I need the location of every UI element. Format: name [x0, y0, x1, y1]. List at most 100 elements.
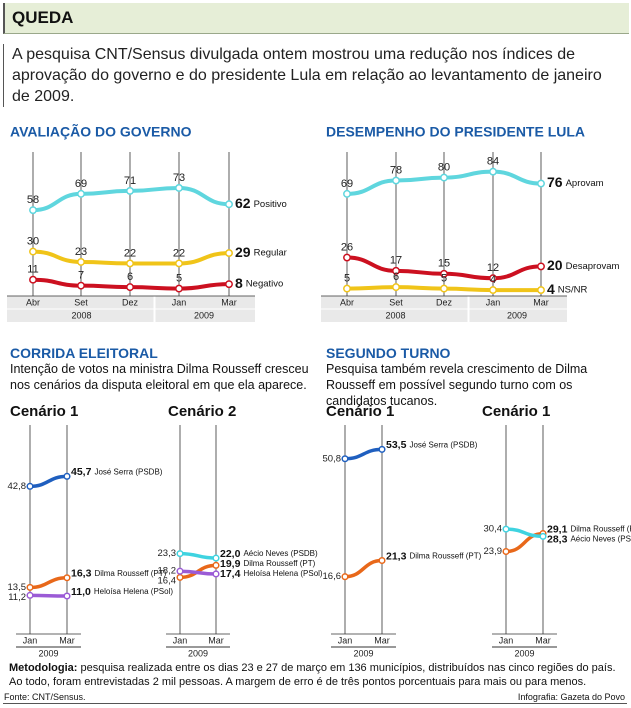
point [378, 445, 386, 453]
header-bar [3, 3, 629, 34]
year-label: 2009 [188, 648, 208, 658]
value-label: 45,7 [71, 466, 92, 478]
series-name: Negativo [246, 279, 284, 290]
value-label: 28,3 [547, 533, 568, 545]
x-tick-label: Dez [436, 297, 453, 307]
value-label: 50,8 [323, 453, 342, 464]
point [175, 259, 183, 268]
value-label: 23,3 [158, 548, 177, 559]
value-label: 8 [235, 275, 243, 291]
point [225, 249, 233, 258]
value-label: 23 [75, 246, 87, 258]
chart-title: DESEMPENHO DO PRESIDENTE LULA [326, 124, 585, 140]
year-label: 2009 [514, 648, 534, 658]
x-tick-label: Jan [499, 635, 514, 645]
point [26, 583, 34, 591]
intro-text: A pesquisa CNT/Sensus divulgada ontem mo… [3, 44, 622, 107]
value-label: 21,3 [386, 550, 407, 562]
year-label: 2008 [385, 310, 405, 320]
point [29, 275, 37, 284]
chart-title: AVALIAÇÃO DO GOVERNO [10, 123, 192, 140]
value-label: 23,9 [484, 546, 503, 557]
series-line [29, 593, 68, 598]
x-tick-label: Set [74, 297, 88, 307]
series-name: Regular [254, 248, 287, 259]
x-tick-label: Mar [535, 635, 551, 645]
value-label: 13,5 [8, 582, 27, 593]
value-label: 42,8 [8, 481, 27, 492]
value-label: 22,0 [220, 548, 241, 560]
series-name: Positivo [254, 199, 287, 210]
value-label: 76 [547, 174, 563, 190]
point [176, 567, 184, 575]
point [26, 482, 34, 490]
point [343, 189, 351, 198]
x-tick-label: Mar [533, 297, 549, 307]
point [26, 591, 34, 599]
value-label: 26 [341, 241, 353, 253]
x-tick-label: Mar [221, 297, 237, 307]
point [502, 525, 510, 533]
point [225, 280, 233, 289]
point [489, 286, 497, 295]
x-tick-label: Dez [122, 297, 139, 307]
methodology-label: Metodologia: [9, 662, 78, 674]
value-label: 29,1 [547, 523, 568, 535]
section-title: SEGUNDO TURNO [326, 345, 451, 361]
section-text: Intenção de votos na ministra Dilma Rous… [10, 362, 309, 392]
x-tick-label: Abr [26, 297, 40, 307]
x-tick-label: Jan [23, 635, 38, 645]
series-name: Dilma Rousseff (PT) [409, 552, 481, 561]
point [392, 176, 400, 185]
x-tick-label: Jan [338, 635, 353, 645]
value-label: 69 [75, 178, 87, 190]
series-name: José Serra (PSDB) [94, 467, 162, 476]
value-label: 30,4 [484, 524, 503, 535]
point [77, 258, 85, 266]
series-name: Aécio Neves (PSDB) [570, 535, 631, 544]
value-label: 16,3 [71, 568, 92, 580]
point [29, 206, 37, 215]
x-tick-label: Jan [486, 297, 501, 307]
point [63, 574, 71, 582]
point [440, 269, 448, 278]
series-name: Aécio Neves (PSDB) [243, 549, 318, 558]
value-label: 58 [27, 194, 39, 206]
value-label: 18,2 [158, 566, 177, 577]
value-label: 62 [235, 195, 251, 211]
value-label: 5 [176, 273, 182, 285]
point [212, 554, 220, 562]
point [343, 253, 351, 262]
x-tick-label: Mar [59, 635, 75, 645]
section-title: CORRIDA ELEITORAL [10, 345, 158, 361]
year-label: 2008 [71, 310, 91, 320]
series-name: Dilma Rousseff (PT) [243, 559, 315, 568]
point [489, 274, 497, 283]
footer-line [3, 703, 627, 704]
point [378, 556, 386, 565]
series-line [505, 527, 544, 539]
value-label: 17 [390, 255, 402, 267]
point [175, 184, 183, 192]
point [63, 592, 71, 600]
series-name: Heloísa Helena (PSol) [94, 587, 173, 596]
series-line [505, 531, 544, 554]
point [77, 189, 85, 198]
point [392, 266, 400, 275]
value-label: 16,4 [158, 576, 177, 587]
point [212, 570, 220, 578]
point [77, 281, 85, 290]
value-label: 71 [124, 175, 136, 187]
section: CORRIDA ELEITORAL Intenção de votos na m… [10, 345, 310, 393]
series-name: Desaprovam [566, 261, 620, 272]
series-line [179, 569, 217, 576]
value-label: 22 [173, 247, 185, 259]
point [502, 547, 510, 556]
x-tick-label: Jan [173, 635, 188, 645]
point [537, 179, 545, 188]
series-line [29, 576, 68, 590]
value-label: 5 [441, 273, 447, 285]
methodology: Metodologia: pesquisa realizada entre os… [9, 661, 623, 689]
value-label: 69 [341, 178, 353, 190]
